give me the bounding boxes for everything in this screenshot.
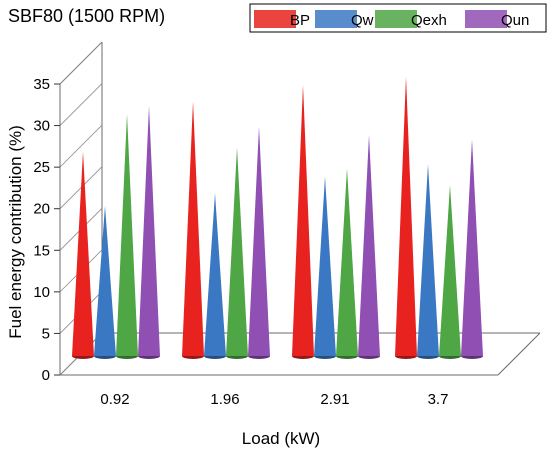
bar-cone [248, 126, 270, 356]
legend-label: BP [290, 12, 310, 29]
x-tick-label: 0.92 [100, 391, 129, 408]
bar-cone [417, 164, 439, 356]
x-axis-title: Load (kW) [242, 429, 320, 448]
y-tick-label: 20 [33, 201, 50, 218]
y-depth-tick [59, 83, 103, 126]
bar-cone [395, 76, 417, 356]
x-tick-label: 3.7 [428, 391, 449, 408]
y-axis-title: Fuel energy contribution (%) [6, 125, 25, 339]
bar-series-group [72, 76, 483, 359]
y-tick-label: 0 [42, 367, 50, 384]
y-depth-tick [59, 166, 103, 209]
y-depth-tick [59, 124, 103, 168]
legend-label: Qun [501, 12, 529, 29]
y-axis: 0 5 10 15 20 25 30 35 [33, 41, 103, 384]
bar-cone [336, 168, 358, 356]
legend-swatch [375, 10, 417, 28]
bar-cone [439, 184, 461, 356]
x-axis: 0.92 1.96 2.91 3.7 [100, 391, 448, 408]
legend: BP Qw Qexh Qun [249, 3, 547, 33]
bar-cone [72, 151, 94, 356]
x-tick-label: 2.91 [320, 391, 349, 408]
legend-label: Qexh [411, 12, 447, 29]
bar-cone [204, 193, 226, 356]
legend-swatch [315, 10, 357, 28]
legend-swatch [465, 10, 507, 28]
y-tick-label: 10 [33, 284, 50, 301]
bar-cone [94, 205, 116, 356]
bar-cone [461, 139, 483, 356]
bar-cone [314, 176, 336, 356]
bar-cone [138, 105, 160, 356]
y-depth-tick [59, 41, 103, 85]
legend-swatch [254, 10, 296, 28]
legend-label: Qw [351, 12, 374, 29]
y-tick-label: 35 [33, 76, 50, 93]
bar-cone [116, 114, 138, 356]
frame-line [497, 332, 541, 376]
bar-cone [182, 101, 204, 357]
bar-cone [226, 147, 248, 356]
y-tick-label: 5 [42, 325, 50, 342]
y-tick-label: 30 [33, 118, 50, 135]
y-tick-label: 15 [33, 242, 50, 259]
bar-cone [358, 134, 380, 356]
x-tick-label: 1.96 [210, 391, 239, 408]
y-tick-label: 25 [33, 159, 50, 176]
chart-title: SBF80 (1500 RPM) [8, 6, 165, 26]
bar-cone [292, 84, 314, 356]
